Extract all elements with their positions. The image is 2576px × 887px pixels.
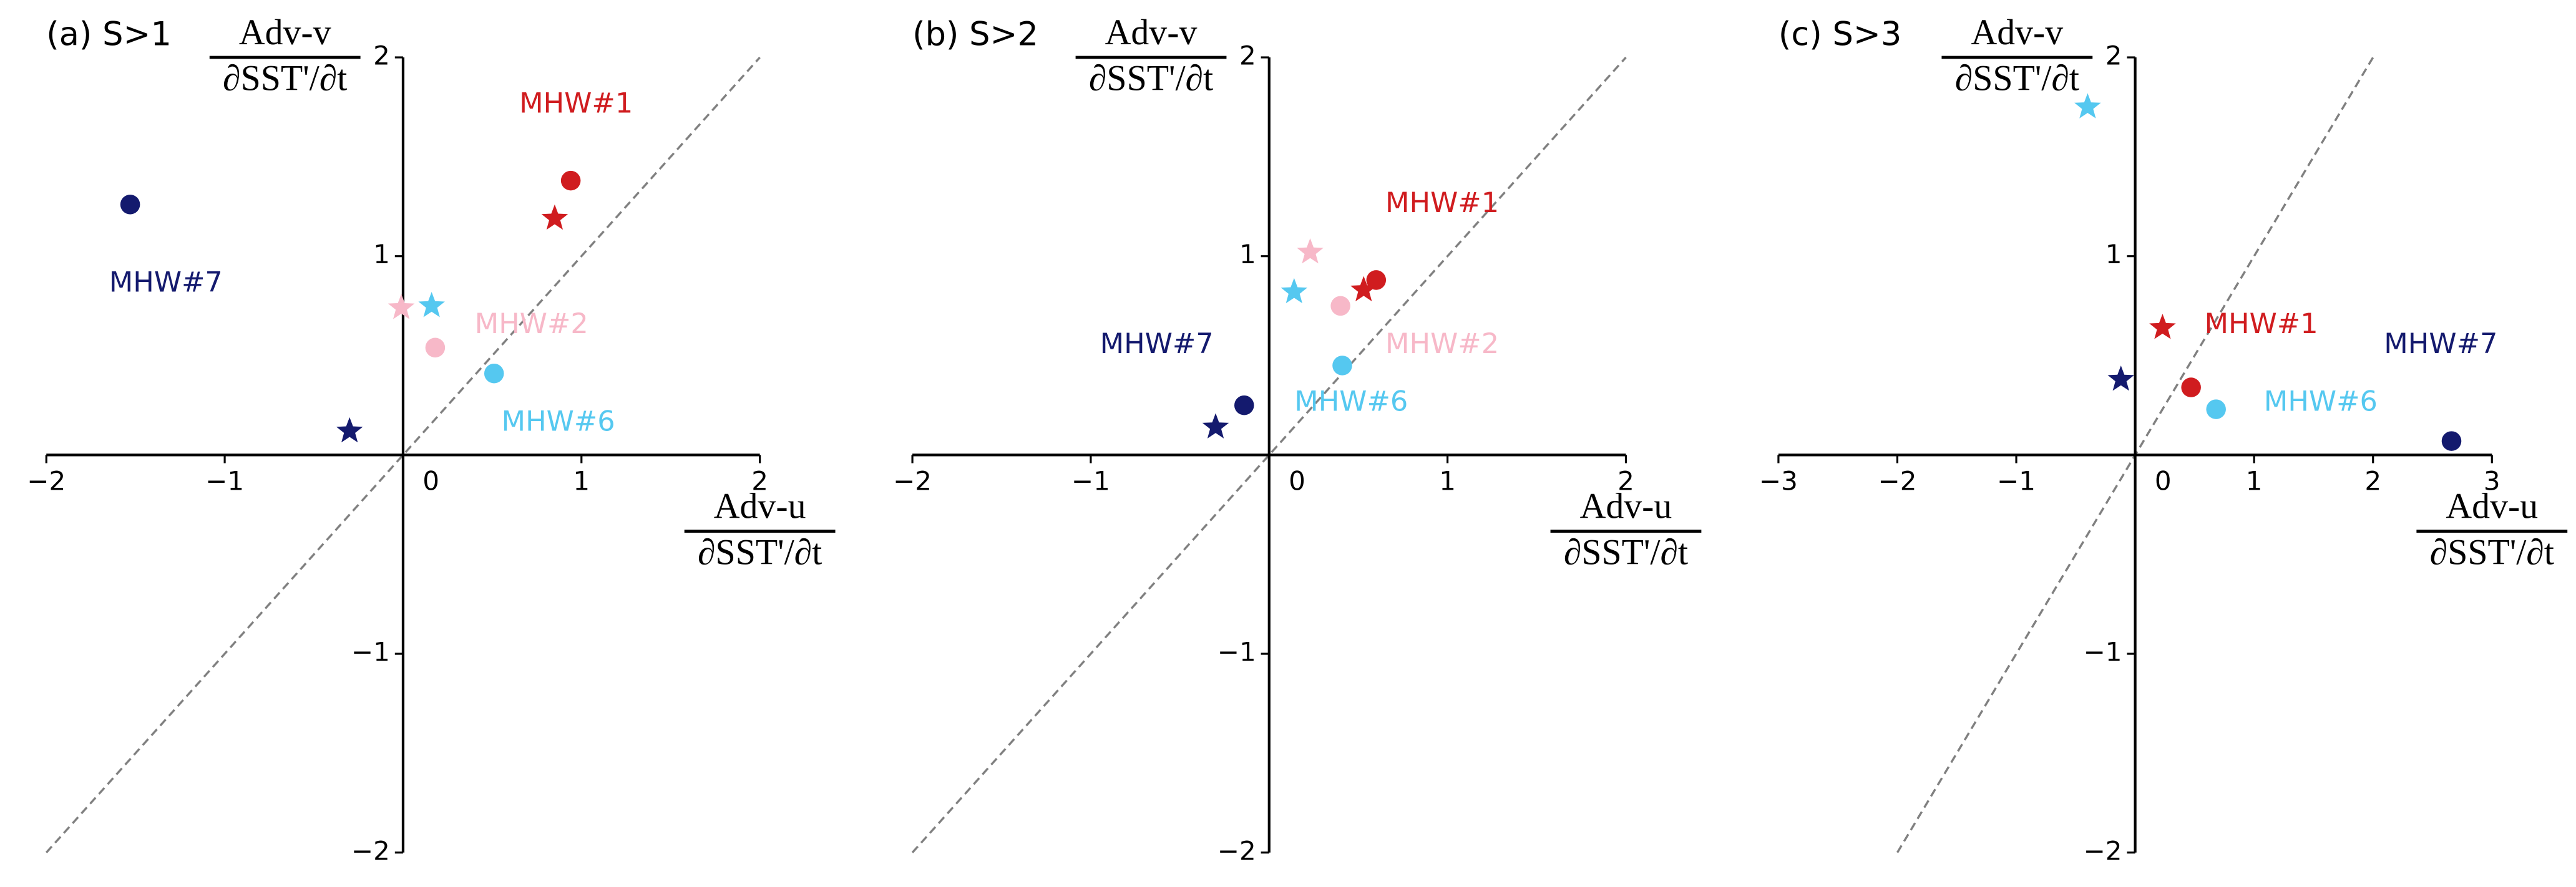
panel-title: (a) S>1 xyxy=(46,15,172,53)
x-tick-label: 0 xyxy=(2155,466,2172,497)
star-point xyxy=(1281,278,1308,304)
y-tick-label: 1 xyxy=(1239,239,1256,269)
circle-point xyxy=(2181,377,2201,397)
star-point xyxy=(1297,238,1324,264)
annotation: MHW#7 xyxy=(109,266,223,298)
star-point xyxy=(1350,276,1377,301)
y-tick-label: −2 xyxy=(351,835,390,866)
annotation: MHW#2 xyxy=(1385,327,1499,360)
y-tick-label: −2 xyxy=(1217,835,1256,866)
circle-point xyxy=(2441,431,2462,451)
x-tick-label: 3 xyxy=(2484,466,2500,497)
y-tick-label: 2 xyxy=(2105,40,2122,70)
x-tick-label: 0 xyxy=(422,466,439,497)
x-label-numerator: Adv-u xyxy=(714,486,806,526)
star-point xyxy=(2074,93,2101,119)
x-tick-label: −1 xyxy=(1071,466,1110,497)
annotation: MHW#6 xyxy=(2264,385,2378,418)
circle-point xyxy=(1330,296,1350,316)
y-tick-label: 1 xyxy=(2105,239,2122,269)
star-point xyxy=(1202,413,1229,439)
x-tick-label: −2 xyxy=(27,466,66,497)
x-tick-label: 0 xyxy=(1289,466,1305,497)
panel-title: (c) S>3 xyxy=(1778,15,1901,53)
panel-title: (b) S>2 xyxy=(912,15,1038,53)
y-tick-label: 2 xyxy=(1239,40,1256,70)
annotation: MHW#7 xyxy=(2384,327,2497,360)
y-tick-label: −1 xyxy=(1217,637,1256,667)
star-point xyxy=(418,292,445,317)
x-label-denominator: ∂SST'/∂t xyxy=(698,531,822,572)
x-tick-label: 1 xyxy=(1439,466,1456,497)
annotation: MHW#6 xyxy=(1294,385,1408,418)
circle-point xyxy=(560,170,581,191)
annotation: MHW#6 xyxy=(502,405,615,437)
circle-point xyxy=(1234,395,1254,415)
y-tick-label: 2 xyxy=(373,40,390,70)
x-label-numerator: Adv-u xyxy=(1580,486,1672,526)
annotation: MHW#7 xyxy=(1100,327,1214,360)
x-label-denominator: ∂SST'/∂t xyxy=(1564,531,1688,572)
reference-line xyxy=(911,56,1627,853)
circle-point xyxy=(1366,270,1387,290)
x-tick-label: −1 xyxy=(205,466,244,497)
x-label-numerator: Adv-u xyxy=(2446,486,2538,526)
annotation: MHW#2 xyxy=(475,308,588,340)
y-label-denominator: ∂SST'/∂t xyxy=(223,58,347,99)
x-label-denominator: ∂SST'/∂t xyxy=(2430,531,2554,572)
y-tick-label: −2 xyxy=(2084,835,2122,866)
annotation: MHW#1 xyxy=(1385,187,1499,219)
x-tick-label: 2 xyxy=(2364,466,2381,497)
y-label-numerator: Adv-v xyxy=(239,12,331,52)
y-tick-label: 1 xyxy=(373,239,390,269)
x-tick-label: 2 xyxy=(1617,466,1634,497)
reference-line xyxy=(45,56,761,853)
star-point xyxy=(541,204,568,230)
x-tick-label: 1 xyxy=(573,466,590,497)
circle-point xyxy=(1332,356,1352,376)
circle-point xyxy=(425,337,446,358)
x-tick-label: −2 xyxy=(893,466,932,497)
star-point xyxy=(388,294,415,319)
y-label-numerator: Adv-v xyxy=(1105,12,1198,52)
x-tick-label: −2 xyxy=(1878,466,1916,497)
circle-point xyxy=(2206,399,2226,419)
circle-point xyxy=(120,195,140,215)
y-label-denominator: ∂SST'/∂t xyxy=(1089,58,1213,99)
circle-point xyxy=(484,363,504,384)
annotation: MHW#1 xyxy=(2205,308,2318,340)
y-label-denominator: ∂SST'/∂t xyxy=(1955,58,2079,99)
x-tick-label: −1 xyxy=(1997,466,2036,497)
x-tick-label: 1 xyxy=(2246,466,2263,497)
y-tick-label: −1 xyxy=(2084,637,2122,667)
x-tick-label: −3 xyxy=(1759,466,1798,497)
star-point xyxy=(2149,314,2176,339)
annotation: MHW#1 xyxy=(519,87,633,119)
star-point xyxy=(336,417,363,443)
y-label-numerator: Adv-v xyxy=(1971,12,2063,52)
x-tick-label: 2 xyxy=(751,466,768,497)
y-tick-label: −1 xyxy=(351,637,390,667)
star-point xyxy=(2107,365,2134,391)
